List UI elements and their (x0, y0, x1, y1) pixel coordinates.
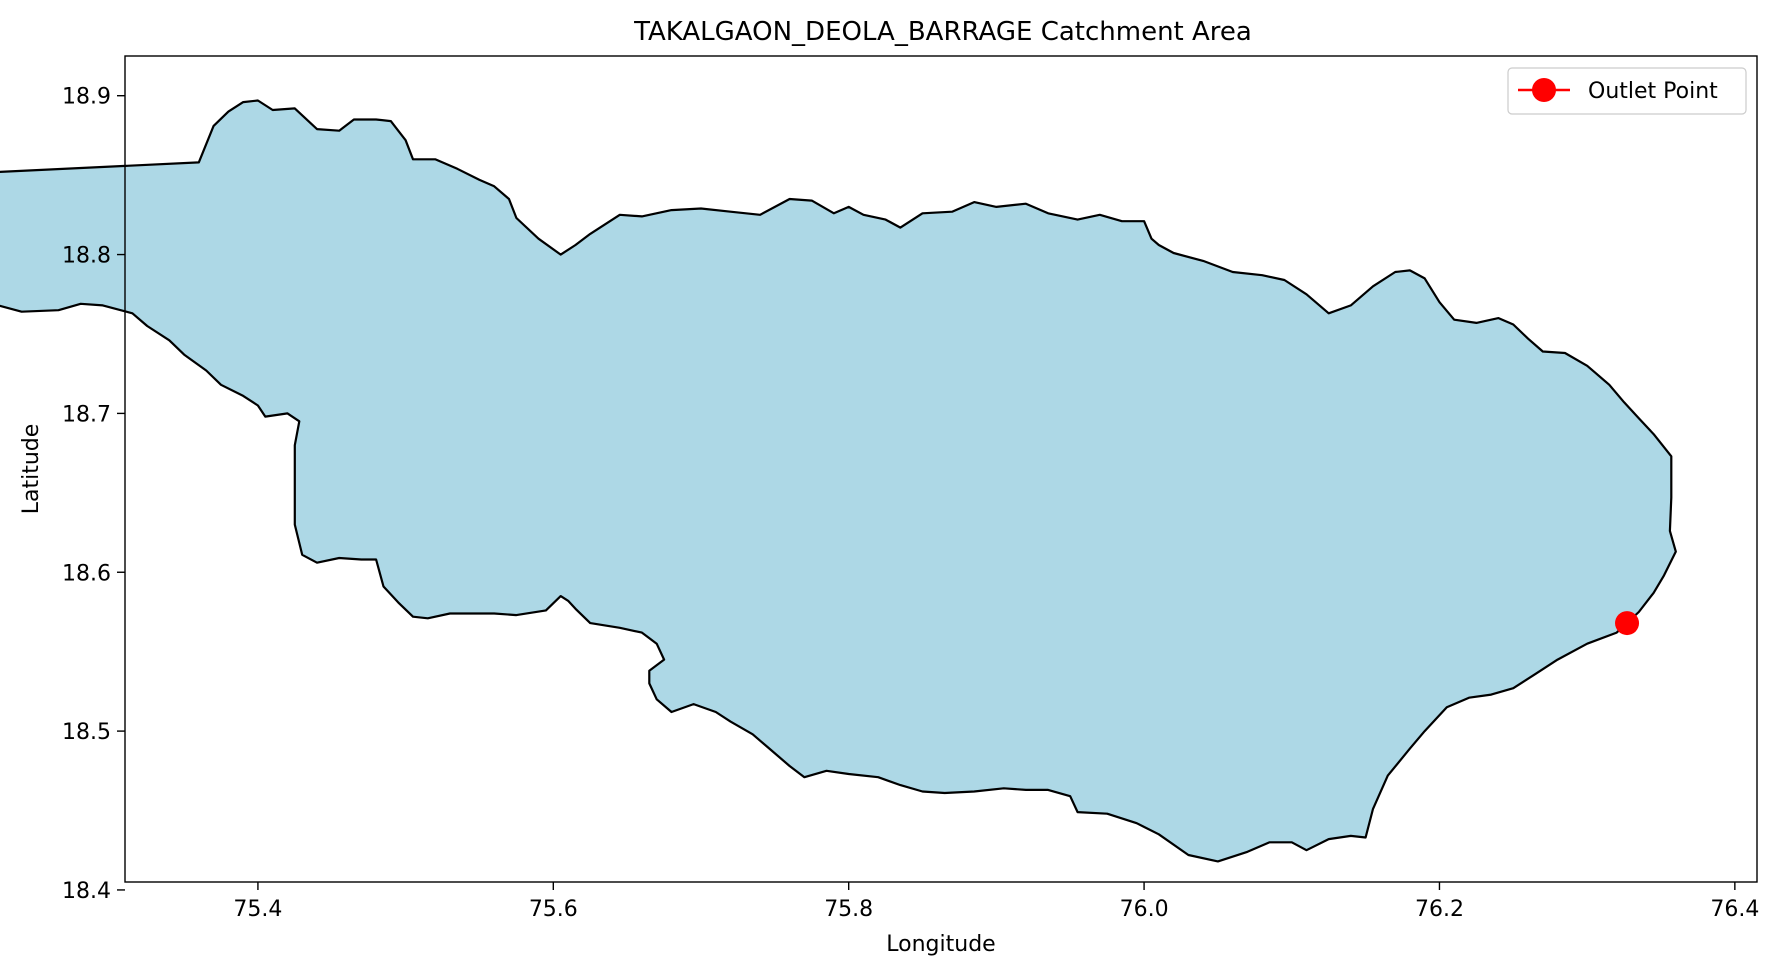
map-title: TAKALGAON_DEOLA_BARRAGE Catchment Area (633, 17, 1252, 47)
x-axis-label: Longitude (886, 932, 995, 957)
y-tick-label: 18.9 (62, 85, 111, 110)
x-tick-label: 76.2 (1415, 897, 1464, 922)
y-axis-label: Latitude (19, 424, 44, 515)
y-tick-label: 18.4 (62, 879, 111, 904)
legend-marker-icon (1532, 78, 1556, 102)
legend: Outlet Point (1507, 67, 1747, 115)
plot-area (0, 55, 1758, 883)
y-axis: 18.4 18.5 18.6 18.7 18.8 18.9 (62, 85, 125, 904)
y-tick-label: 18.6 (62, 561, 111, 586)
catchment-polygon (0, 99, 1677, 863)
plot-frame (124, 55, 1758, 883)
outlet-point-marker (1615, 611, 1640, 636)
y-tick-label: 18.8 (62, 244, 111, 269)
legend-box (1507, 67, 1747, 115)
x-tick-label: 75.6 (529, 897, 578, 922)
x-tick-label: 76.0 (1120, 897, 1169, 922)
x-tick-label: 75.8 (824, 897, 873, 922)
y-tick-label: 18.7 (62, 402, 111, 427)
x-tick-label: 75.4 (233, 897, 282, 922)
legend-label-outlet: Outlet Point (1588, 79, 1718, 104)
x-tick-label: 76.4 (1710, 897, 1759, 922)
y-tick-label: 18.5 (62, 720, 111, 745)
x-axis: 75.4 75.6 75.8 76.0 76.2 76.4 (233, 882, 1759, 922)
